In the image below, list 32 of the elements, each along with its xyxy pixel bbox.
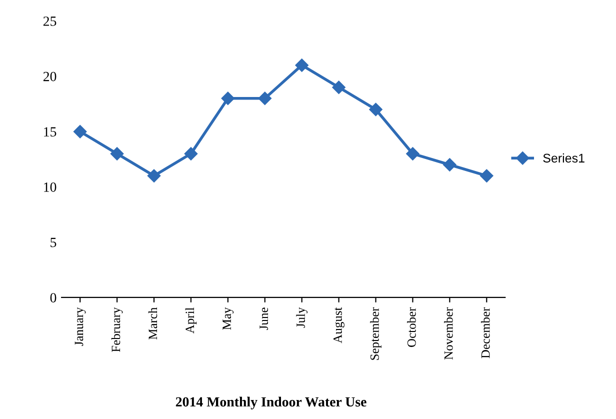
point (110, 147, 124, 160)
y-tick-label: 20 (43, 72, 56, 82)
y-tick-label: 0 (50, 293, 56, 302)
point (221, 92, 235, 105)
point (332, 80, 346, 94)
x-tick-label: March (148, 307, 158, 340)
point (369, 102, 382, 116)
x-tick-label: December (480, 307, 490, 358)
x-tick-label: September (370, 307, 382, 360)
x-tick-label: February (111, 307, 123, 352)
x-tick-label: May (222, 307, 234, 330)
point (258, 92, 272, 105)
x-tick-label: October (407, 307, 416, 347)
y-tick-label: 15 (44, 127, 56, 137)
x-tick-label: November (444, 307, 453, 360)
x-tick-label: June (260, 308, 268, 330)
x-tick-label: July (296, 307, 308, 328)
point (443, 158, 456, 172)
point (73, 124, 87, 138)
point (184, 147, 198, 160)
point (295, 58, 308, 72)
legend-label: Series1 (543, 153, 584, 163)
point (406, 147, 420, 160)
point (147, 169, 161, 182)
x-tick-label: January (74, 307, 86, 346)
y-tick-label: 5 (50, 238, 56, 248)
y-tick-label: 25 (43, 16, 56, 26)
x-tick-label: August (334, 307, 344, 344)
x-axis-title: 2014 Monthly Indoor Water Use (176, 396, 366, 410)
y-tick-label: 10 (44, 182, 56, 192)
point (480, 169, 494, 182)
x-tick-label: April (185, 307, 197, 334)
